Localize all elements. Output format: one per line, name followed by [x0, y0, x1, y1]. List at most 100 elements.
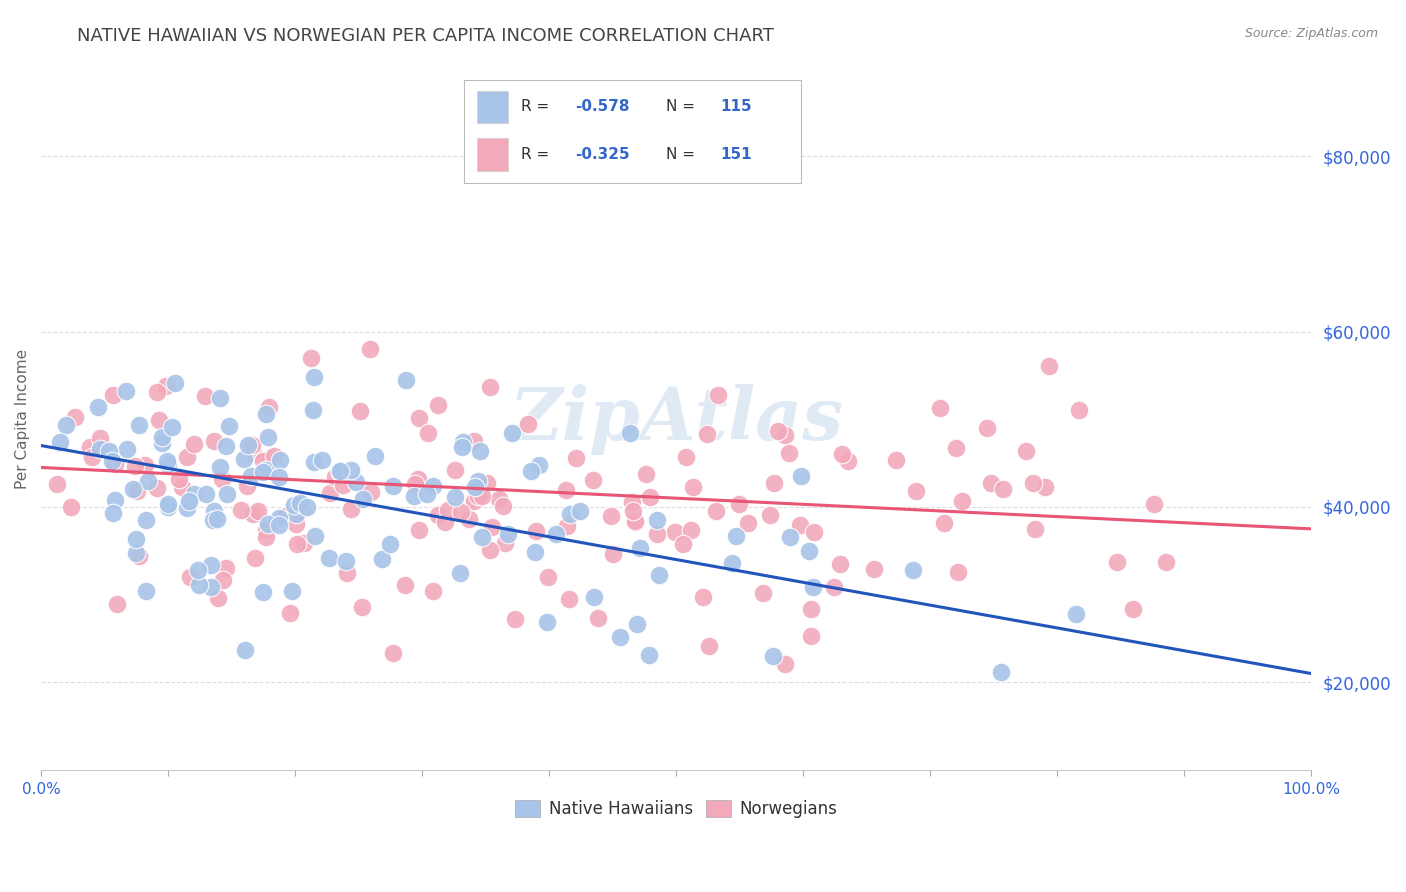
- Point: [751, 586, 773, 600]
- Point: [929, 401, 952, 415]
- Point: [302, 402, 325, 417]
- Point: [98, 444, 121, 458]
- Point: [281, 584, 304, 599]
- Point: [536, 570, 558, 584]
- Point: [946, 566, 969, 580]
- Point: [434, 516, 457, 530]
- Point: [600, 508, 623, 523]
- Point: [89, 442, 111, 456]
- Point: [240, 438, 263, 452]
- Point: [416, 426, 439, 441]
- Point: [427, 508, 450, 522]
- Point: [524, 524, 547, 538]
- Point: [59, 500, 82, 514]
- Point: [204, 504, 226, 518]
- Point: [737, 516, 759, 531]
- Point: [150, 430, 173, 444]
- Point: [63, 410, 86, 425]
- Point: [284, 507, 307, 521]
- Point: [319, 486, 342, 500]
- Point: [179, 570, 201, 584]
- Point: [104, 457, 127, 471]
- Point: [267, 518, 290, 533]
- Point: [945, 441, 967, 455]
- Point: [1022, 476, 1045, 491]
- Point: [395, 373, 418, 387]
- Y-axis label: Per Capita Income: Per Capita Income: [15, 349, 30, 490]
- Point: [211, 573, 233, 587]
- Text: R =: R =: [522, 99, 554, 114]
- Point: [427, 398, 450, 412]
- Point: [478, 543, 501, 558]
- Point: [450, 505, 472, 519]
- Point: [344, 475, 367, 490]
- Point: [1033, 480, 1056, 494]
- Point: [471, 530, 494, 544]
- Point: [555, 483, 578, 497]
- Point: [329, 464, 352, 478]
- Point: [789, 518, 811, 533]
- Point: [501, 425, 523, 440]
- Point: [626, 616, 648, 631]
- Point: [194, 389, 217, 403]
- Point: [828, 558, 851, 572]
- Point: [263, 449, 285, 463]
- Point: [177, 493, 200, 508]
- Point: [254, 530, 277, 544]
- Text: 115: 115: [720, 99, 752, 114]
- Point: [79, 440, 101, 454]
- Point: [215, 561, 238, 575]
- Point: [762, 475, 785, 490]
- Point: [672, 537, 695, 551]
- Point: [706, 388, 728, 402]
- Point: [699, 639, 721, 653]
- Point: [156, 500, 179, 515]
- Point: [169, 472, 191, 486]
- Point: [233, 452, 256, 467]
- Point: [124, 458, 146, 473]
- Point: [544, 527, 567, 541]
- Point: [527, 458, 550, 472]
- Point: [823, 580, 845, 594]
- Point: [218, 419, 240, 434]
- Point: [350, 599, 373, 614]
- Point: [837, 454, 859, 468]
- Point: [269, 452, 291, 467]
- Point: [292, 535, 315, 549]
- Text: N =: N =: [666, 99, 700, 114]
- Point: [304, 455, 326, 469]
- Point: [236, 479, 259, 493]
- Point: [1154, 555, 1177, 569]
- Point: [1105, 555, 1128, 569]
- Point: [582, 473, 605, 487]
- Point: [245, 551, 267, 566]
- Point: [49, 435, 72, 450]
- Point: [800, 601, 823, 615]
- Point: [104, 493, 127, 508]
- Point: [304, 528, 326, 542]
- Point: [477, 476, 499, 491]
- Point: [1038, 359, 1060, 373]
- Bar: [478, 91, 508, 123]
- Point: [648, 567, 671, 582]
- Point: [209, 460, 232, 475]
- Point: [156, 497, 179, 511]
- Point: [762, 648, 785, 663]
- Point: [187, 563, 209, 577]
- Point: [481, 520, 503, 534]
- Point: [801, 580, 824, 594]
- Point: [408, 523, 430, 537]
- Point: [468, 443, 491, 458]
- Point: [329, 463, 352, 477]
- Point: [406, 472, 429, 486]
- Point: [555, 519, 578, 533]
- Point: [259, 400, 281, 414]
- Point: [201, 513, 224, 527]
- Point: [463, 494, 485, 508]
- Point: [471, 489, 494, 503]
- Point: [352, 491, 374, 506]
- Point: [359, 342, 381, 356]
- Point: [623, 515, 645, 529]
- Point: [155, 379, 177, 393]
- Point: [759, 508, 782, 522]
